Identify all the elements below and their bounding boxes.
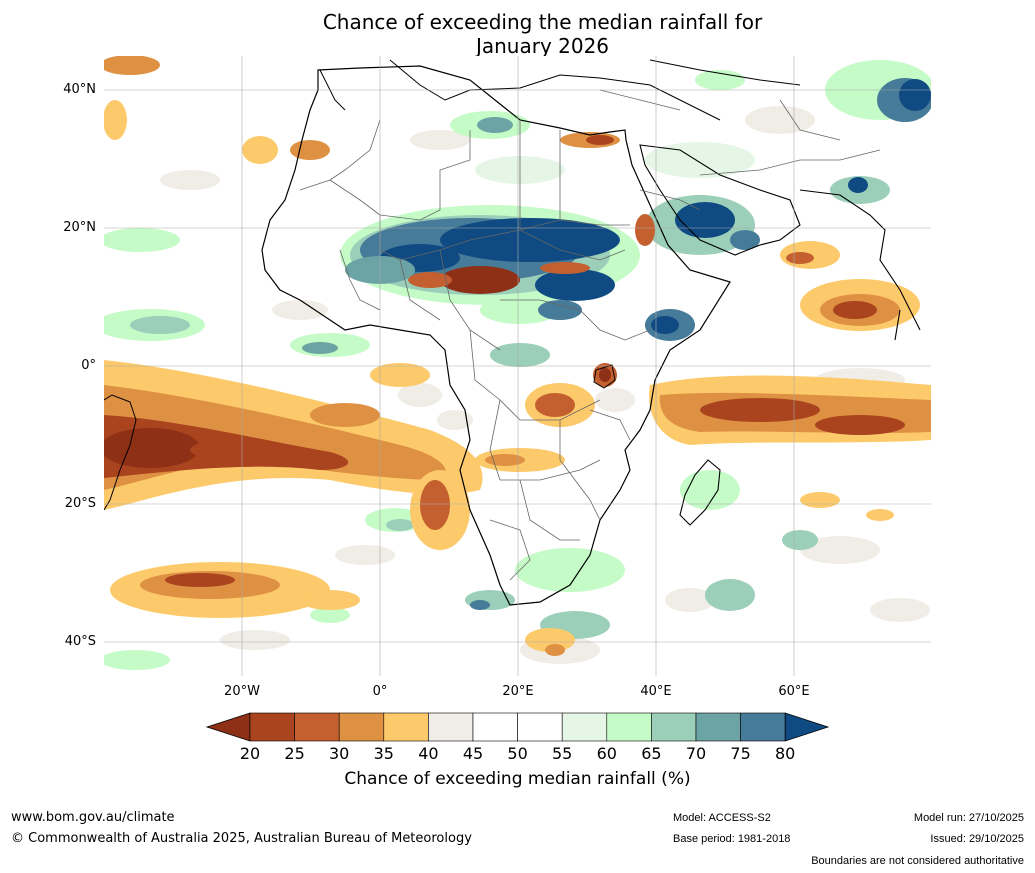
dry-regions xyxy=(104,56,931,656)
colorbar-swatch-25 xyxy=(294,712,340,742)
black-sea-coastline xyxy=(649,59,801,86)
colorbar-swatch-75 xyxy=(740,712,786,742)
lon-label-60e: 60°E xyxy=(778,684,810,699)
issued-date: Issued: 29/10/2025 xyxy=(930,833,1024,845)
country-boundaries xyxy=(299,89,881,581)
colorbar-tick-75: 75 xyxy=(730,744,751,763)
colorbar-swatch-65 xyxy=(651,712,697,742)
copyright-text: © Commonwealth of Australia 2025, Austra… xyxy=(11,831,472,846)
colorbar-tick-40: 40 xyxy=(418,744,439,763)
madagascar-coastline xyxy=(679,459,721,526)
title-line-1: Chance of exceeding the median rainfall … xyxy=(322,10,763,34)
lat-label-40n: 40°N xyxy=(63,82,96,97)
colorbar-swatch-60 xyxy=(606,712,652,742)
colorbar-tick-30: 30 xyxy=(329,744,350,763)
model-name: Model: ACCESS-S2 xyxy=(673,812,771,824)
lat-label-equator: 0° xyxy=(81,358,96,373)
lon-label-40e: 40°E xyxy=(640,684,672,699)
colorbar-swatch-45 xyxy=(472,712,518,742)
website-url[interactable]: www.bom.gov.au/climate xyxy=(11,810,175,825)
lon-label-20w: 20°W xyxy=(224,684,260,699)
title-line-2: January 2026 xyxy=(475,34,610,58)
model-run-date: Model run: 27/10/2025 xyxy=(913,812,1024,824)
colorbar-tick-60: 60 xyxy=(596,744,617,763)
map-area xyxy=(104,56,931,676)
colorbar-swatch-55 xyxy=(561,712,608,742)
colorbar-tick-70: 70 xyxy=(685,744,707,763)
india-coastline xyxy=(799,189,921,341)
colorbar-tick-25: 25 xyxy=(284,744,305,763)
colorbar-tick-50: 50 xyxy=(507,744,528,763)
chart-title: Chance of exceeding the median rainfall … xyxy=(190,10,895,58)
arabia-coastline xyxy=(639,144,801,256)
colorbar-swatch-20 xyxy=(249,712,295,742)
colorbar-low-extension xyxy=(205,712,251,742)
colorbar-swatch-70 xyxy=(695,712,741,742)
lat-label-20n: 20°N xyxy=(63,220,96,235)
colorbar xyxy=(205,712,830,742)
colorbar-tick-80: 80 xyxy=(775,744,796,763)
colorbar-tick-65: 65 xyxy=(641,744,662,763)
base-period: Base period: 1981-2018 xyxy=(673,833,791,845)
colorbar-high-extension xyxy=(784,712,830,742)
colorbar-swatch-35 xyxy=(383,712,429,742)
lat-label-40s: 40°S xyxy=(64,634,96,649)
colorbar-swatch-40 xyxy=(428,712,474,742)
colorbar-tick-55: 55 xyxy=(552,744,573,763)
colorbar-swatch-30 xyxy=(338,712,385,742)
boundary-disclaimer: Boundaries are not considered authoritat… xyxy=(811,855,1024,867)
colorbar-tick-20: 20 xyxy=(239,744,261,763)
south-america-coastline xyxy=(104,394,137,511)
colorbar-tick-35: 35 xyxy=(373,744,394,763)
africa-coastline xyxy=(261,65,731,606)
lat-label-20s: 20°S xyxy=(64,496,96,511)
colorbar-swatch-50 xyxy=(517,712,563,742)
lon-label-0: 0° xyxy=(372,684,388,699)
colorbar-title: Chance of exceeding median rainfall (%) xyxy=(344,769,691,789)
colorbar-tick-45: 45 xyxy=(462,744,484,763)
lon-label-20e: 20°E xyxy=(502,684,534,699)
graticule xyxy=(104,56,931,676)
europe-coastline xyxy=(319,59,721,121)
